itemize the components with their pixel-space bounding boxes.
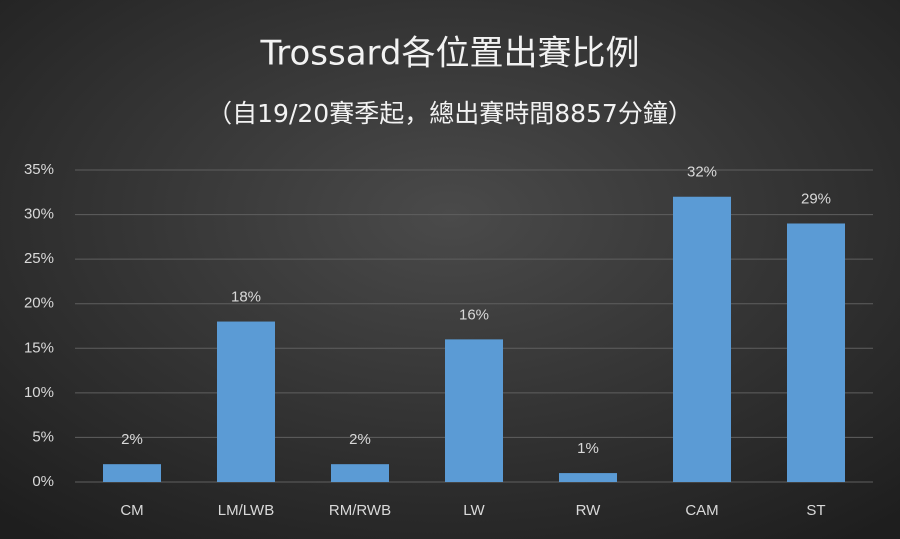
y-tick-label: 30% xyxy=(24,206,54,223)
bar xyxy=(787,223,845,482)
y-tick-label: 25% xyxy=(24,250,54,267)
x-tick-label: RM/RWB xyxy=(329,502,391,519)
y-tick-label: 5% xyxy=(32,428,54,445)
bar xyxy=(559,473,617,482)
x-tick-label: CM xyxy=(120,502,143,519)
value-label: 2% xyxy=(349,431,371,448)
x-tick-label: LM/LWB xyxy=(218,502,274,519)
chart-title: Trossard各位置出賽比例 xyxy=(259,34,639,74)
value-label: 16% xyxy=(459,306,489,323)
value-label: 32% xyxy=(687,164,717,181)
chart-subtitle: （自19/20賽季起，總出賽時間8857分鐘） xyxy=(207,99,693,128)
bar xyxy=(331,464,389,482)
y-tick-label: 15% xyxy=(24,339,54,356)
x-tick-label: RW xyxy=(576,502,602,519)
x-tick-label: ST xyxy=(806,502,825,519)
bar xyxy=(673,196,731,482)
value-label: 29% xyxy=(801,190,831,207)
value-label: 1% xyxy=(577,440,599,457)
x-tick-label: CAM xyxy=(685,502,718,519)
y-tick-label: 35% xyxy=(24,161,54,178)
bar xyxy=(445,339,503,482)
value-label: 2% xyxy=(121,431,143,448)
bar xyxy=(217,321,275,482)
x-tick-label: LW xyxy=(463,502,485,519)
bar xyxy=(103,464,161,482)
y-tick-label: 10% xyxy=(24,384,54,401)
value-label: 18% xyxy=(231,289,261,306)
y-tick-label: 0% xyxy=(32,473,54,490)
y-tick-label: 20% xyxy=(24,295,54,312)
